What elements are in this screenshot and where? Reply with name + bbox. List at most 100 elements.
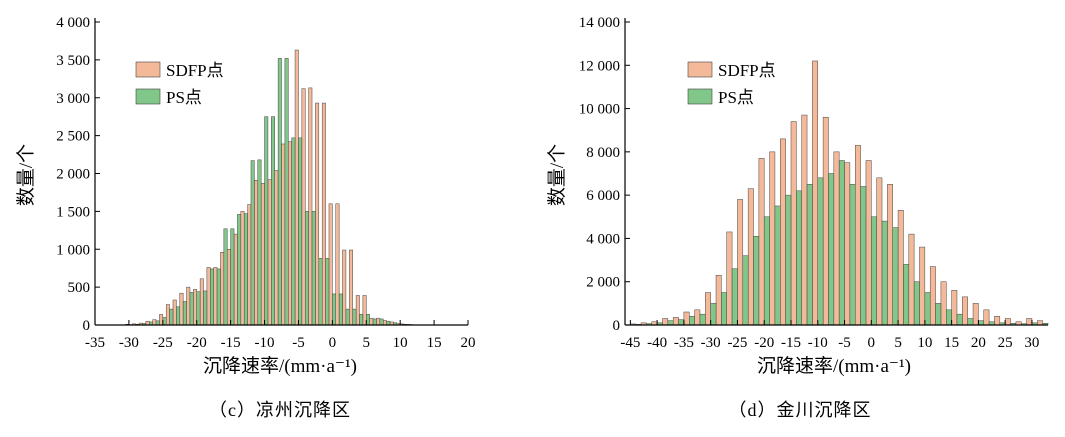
bar-ps	[860, 186, 867, 326]
legend-swatch-sdfp	[135, 61, 161, 78]
bar-ps	[731, 268, 738, 326]
bar-sdfp	[951, 290, 958, 326]
x-tick-label: -35	[674, 335, 694, 351]
bar-ps	[838, 160, 845, 326]
bar-sdfp	[833, 151, 840, 326]
bar-sdfp	[919, 246, 926, 326]
bar-sdfp	[355, 295, 360, 326]
y-tick-label: 0	[83, 318, 91, 334]
bar-ps	[849, 184, 856, 326]
chart-panel-liangzhou: 数量/个 沉降速率/(mm·a⁻¹) （c）凉州沉降区 0 500 1 000 1 5…	[15, 15, 476, 420]
bar-ps	[806, 184, 813, 326]
bar-ps	[284, 58, 289, 326]
bar-ps	[230, 228, 235, 326]
bar-ps	[710, 303, 717, 326]
y-tick-label: 500	[68, 280, 91, 296]
bar-ps	[913, 281, 920, 326]
chart-c-legend: SDFP点 PS点	[135, 61, 224, 107]
y-tick-label: 2 000	[56, 167, 90, 183]
bar-sdfp	[213, 267, 218, 326]
bar-ps	[903, 264, 910, 326]
bar-ps	[881, 220, 888, 326]
bar-ps	[257, 159, 262, 326]
bar-ps	[366, 314, 370, 326]
x-tick-label: 10	[393, 335, 408, 351]
bar-ps	[250, 160, 255, 326]
y-tick-label: 12 000	[579, 58, 620, 74]
y-tick-label: 0	[613, 318, 621, 334]
bar-ps	[196, 291, 201, 326]
bar-sdfp	[854, 145, 861, 326]
bar-sdfp	[335, 203, 340, 326]
bar-sdfp	[1037, 320, 1043, 326]
bar-ps	[345, 308, 350, 326]
x-tick-label: -35	[85, 335, 105, 351]
bar-ps	[298, 137, 303, 326]
legend-label-sdfp: SDFP点	[718, 61, 776, 80]
bar-sdfp	[179, 292, 184, 326]
bar-sdfp	[1004, 318, 1011, 326]
bar-ps	[162, 317, 167, 326]
chart-panel-jinchuan: 数量/个 沉降速率/(mm·a⁻¹) （d）金川沉降区 0 2 000 4 000 6…	[546, 15, 1049, 420]
bar-sdfp	[726, 231, 733, 326]
bar-ps	[372, 318, 377, 326]
bar-ps	[946, 309, 952, 326]
bar-sdfp	[267, 179, 272, 326]
x-tick-label: -15	[781, 335, 801, 351]
bar-ps	[699, 313, 706, 326]
x-tick-label: -30	[701, 335, 721, 351]
bar-ps	[277, 58, 282, 326]
bar-sdfp	[227, 249, 231, 326]
bar-ps	[978, 320, 984, 326]
bar-sdfp	[994, 316, 1001, 326]
x-tick-label: 30	[1024, 335, 1039, 351]
bar-sdfp	[301, 88, 306, 326]
bar-sdfp	[220, 252, 225, 326]
chart-d-bars	[630, 60, 1049, 326]
chart-c-xlabel: 沉降速率/(mm·a⁻¹)	[203, 355, 357, 377]
x-tick-label: 25	[998, 335, 1013, 351]
bar-sdfp	[308, 87, 313, 326]
x-tick-label: -25	[727, 335, 747, 351]
bar-ps	[237, 214, 242, 326]
chart-d-legend: SDFP点 PS点	[687, 61, 776, 107]
bar-ps	[338, 293, 343, 326]
bar-sdfp	[865, 160, 872, 326]
bar-ps	[871, 216, 877, 326]
bar-sdfp	[790, 121, 797, 326]
bar-ps	[742, 255, 749, 326]
bar-sdfp	[962, 296, 968, 326]
bar-sdfp	[233, 233, 238, 326]
bar-sdfp	[747, 188, 754, 326]
x-tick-label: -25	[153, 335, 173, 351]
bar-ps	[352, 308, 357, 326]
bar-ps	[935, 303, 942, 326]
bar-ps	[379, 318, 384, 326]
bar-ps	[763, 216, 770, 326]
bar-sdfp	[206, 267, 211, 326]
bar-ps	[169, 308, 174, 326]
bar-ps	[332, 293, 336, 326]
bar-sdfp	[254, 180, 259, 326]
chart-c-ylabel: 数量/个	[15, 144, 37, 206]
x-tick-label: 0	[868, 335, 876, 351]
bar-sdfp	[165, 304, 170, 326]
bar-ps	[182, 301, 187, 326]
y-tick-label: 1 500	[56, 204, 90, 220]
bar-ps	[155, 320, 160, 326]
bar-sdfp	[281, 143, 286, 326]
bar-sdfp	[362, 295, 367, 326]
y-tick-label: 3 500	[56, 53, 90, 69]
bar-ps	[721, 292, 727, 326]
y-tick-label: 6 000	[586, 188, 620, 204]
y-tick-label: 4 000	[586, 231, 620, 247]
chart-d-xlabel: 沉降速率/(mm·a⁻¹)	[757, 355, 911, 377]
bar-sdfp	[801, 114, 808, 326]
y-tick-label: 2 000	[586, 275, 620, 291]
x-tick-label: -15	[221, 335, 241, 351]
bar-sdfp	[812, 60, 819, 326]
x-tick-label: -10	[808, 335, 828, 351]
x-tick-label: -45	[620, 335, 640, 351]
y-tick-label: 3 000	[56, 91, 90, 107]
y-tick-label: 8 000	[586, 145, 620, 161]
